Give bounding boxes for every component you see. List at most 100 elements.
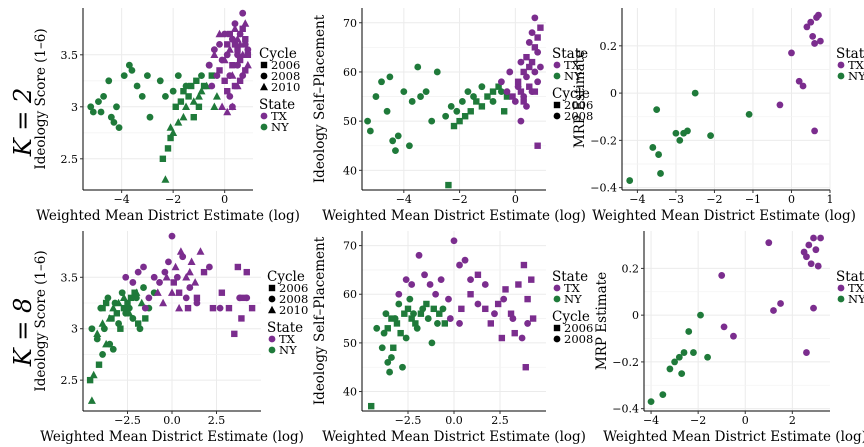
x-axis-title: Weighted Mean District Estimate (log) bbox=[40, 429, 304, 445]
legend-title: State bbox=[836, 46, 864, 62]
data-point-ny-circle bbox=[120, 72, 128, 79]
data-point-tx-circle bbox=[720, 323, 728, 331]
data-point-tx-circle bbox=[234, 61, 241, 69]
data-point-ny-circle bbox=[89, 108, 97, 116]
data-point-tx-circle bbox=[503, 88, 511, 96]
legend-key bbox=[553, 324, 561, 332]
data-point-ny-square bbox=[142, 315, 149, 322]
legend-key bbox=[260, 61, 268, 69]
data-point-tx-circle bbox=[500, 295, 508, 303]
x-tick-label: −2 bbox=[706, 193, 722, 206]
data-point-tx-circle bbox=[523, 73, 530, 81]
data-point-tx-circle bbox=[236, 30, 244, 38]
data-point-ny-circle bbox=[143, 72, 151, 79]
data-point-ny-circle bbox=[110, 119, 118, 126]
data-point-tx-circle bbox=[815, 11, 822, 19]
data-point-ny-square bbox=[134, 320, 142, 327]
data-point-tx-square bbox=[170, 279, 177, 286]
data-point-ny-circle bbox=[707, 132, 714, 140]
legend-key bbox=[268, 346, 276, 354]
x-axis-title: Weighted Mean District Estimate (log) bbox=[592, 208, 856, 224]
data-point-tx-circle bbox=[803, 23, 811, 31]
data-point-tx-circle bbox=[145, 294, 153, 302]
data-point-tx-square bbox=[236, 77, 244, 84]
data-point-ny-square bbox=[127, 294, 135, 302]
legend-title: Cycle bbox=[552, 86, 590, 102]
x-axis-title: Weighted Mean District Estimate (log) bbox=[322, 429, 586, 445]
data-point-tx-circle bbox=[186, 284, 194, 291]
legend-title: State bbox=[836, 269, 864, 285]
data-point-tx-square bbox=[531, 88, 539, 95]
data-point-ny-square bbox=[390, 344, 397, 351]
data-point-tx-square bbox=[240, 294, 247, 302]
data-point-ny-circle bbox=[697, 311, 704, 319]
data-point-ny-triangle bbox=[166, 123, 175, 131]
data-point-tx-circle bbox=[205, 263, 213, 271]
data-point-tx-square bbox=[239, 25, 246, 32]
data-point-ny-square bbox=[436, 310, 443, 317]
data-point-tx-square bbox=[523, 53, 530, 61]
data-point-ny-circle bbox=[704, 353, 711, 361]
legend-title: State bbox=[259, 97, 295, 113]
data-point-tx-square bbox=[184, 304, 192, 312]
y-tick-label: −0.4 bbox=[590, 182, 617, 195]
data-point-ny-circle bbox=[428, 117, 436, 125]
data-point-tx-circle bbox=[205, 61, 213, 69]
data-point-ny-circle bbox=[414, 63, 422, 71]
data-point-ny-circle bbox=[113, 103, 120, 111]
data-point-tx-triangle bbox=[241, 19, 250, 27]
data-point-tx-circle bbox=[456, 261, 463, 269]
legend-title: State bbox=[552, 269, 588, 285]
data-point-tx-square bbox=[458, 305, 465, 313]
data-point-tx-circle bbox=[467, 276, 474, 284]
x-tick-label: 0 bbox=[512, 193, 519, 206]
data-point-tx-square bbox=[224, 88, 231, 95]
panel-bottom-middle: −2.5 0.0 2.5 40 50 60 70 Weighted Mean District… bbox=[312, 231, 593, 445]
legend-label: NY bbox=[279, 343, 297, 357]
data-point-ny-triangle bbox=[210, 102, 219, 110]
x-tick-label: −2 bbox=[690, 414, 706, 427]
data-point-ny-circle bbox=[395, 300, 403, 308]
data-point-tx-triangle bbox=[238, 50, 247, 58]
legend-key bbox=[268, 305, 276, 314]
data-point-tx-circle bbox=[807, 260, 815, 268]
data-point-ny-square bbox=[473, 98, 480, 105]
data-point-ny-circle bbox=[162, 93, 169, 100]
data-point-tx-square bbox=[517, 88, 525, 95]
data-point-ny-circle bbox=[399, 363, 406, 371]
data-point-ny-circle bbox=[115, 320, 122, 327]
data-point-tx-circle bbox=[777, 300, 784, 307]
data-point-ny-circle bbox=[389, 137, 397, 145]
data-point-tx-triangle bbox=[168, 288, 176, 296]
data-point-tx-circle bbox=[474, 300, 482, 308]
data-point-ny-circle bbox=[675, 353, 683, 361]
data-point-tx-circle bbox=[770, 307, 777, 314]
data-point-ny-square bbox=[164, 145, 172, 152]
data-point-tx-square bbox=[225, 304, 233, 312]
data-point-tx-square bbox=[507, 310, 515, 317]
data-point-tx-circle bbox=[421, 271, 428, 279]
data-point-tx-triangle bbox=[175, 303, 184, 312]
data-point-tx-circle bbox=[524, 320, 531, 327]
data-point-ny-square bbox=[397, 329, 404, 337]
data-point-tx-square bbox=[514, 78, 522, 85]
data-point-ny-circle bbox=[464, 88, 472, 96]
data-point-tx-triangle bbox=[196, 247, 205, 255]
data-point-ny-triangle bbox=[189, 97, 198, 105]
data-point-tx-circle bbox=[534, 48, 542, 56]
legend-key bbox=[260, 123, 268, 131]
data-point-ny-circle bbox=[626, 177, 634, 184]
data-point-ny-circle bbox=[378, 344, 386, 352]
legend-label: TX bbox=[848, 58, 864, 72]
data-point-ny-circle bbox=[104, 294, 112, 302]
data-point-ny-square bbox=[86, 376, 94, 384]
data-point-ny-circle bbox=[125, 304, 133, 312]
data-point-ny-triangle bbox=[98, 319, 107, 327]
data-point-ny-circle bbox=[169, 87, 177, 95]
data-point-tx-circle bbox=[776, 101, 784, 109]
legend-key bbox=[553, 112, 561, 120]
data-point-tx-circle bbox=[179, 253, 187, 261]
data-point-ny-triangle bbox=[212, 92, 221, 100]
data-point-tx-circle bbox=[810, 234, 817, 242]
data-point-ny-square bbox=[384, 325, 391, 332]
